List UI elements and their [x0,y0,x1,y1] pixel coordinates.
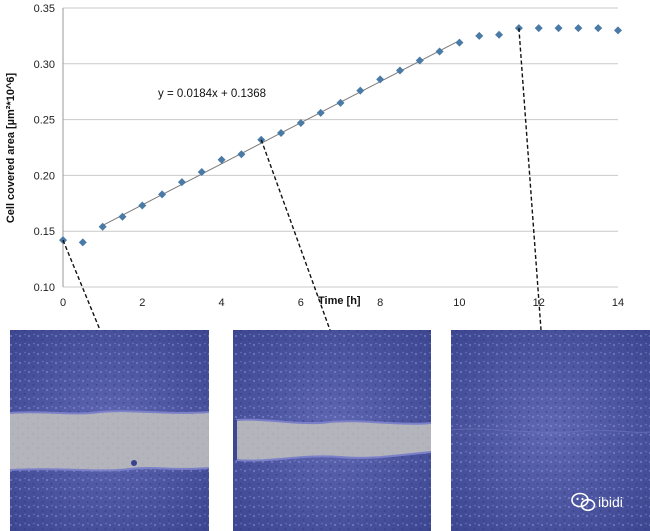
x-tick-label: 14 [612,297,624,309]
x-tick-label: 8 [377,297,383,309]
data-point [138,201,147,210]
data-point [197,168,206,177]
plot-area: 0.100.150.200.250.300.35 02468101214 y =… [5,3,624,309]
data-point [98,222,107,231]
watermark-text: ibidi [598,494,623,510]
y-axis-title: Cell covered area [µm²*10^6] [5,73,17,224]
data-point [435,47,444,56]
x-tick-label: 10 [453,297,465,309]
data-point [376,75,385,84]
data-point [217,155,226,164]
callout-lines [62,28,542,331]
data-point [316,108,325,117]
watermark: ibidi [571,492,623,512]
data-point [336,98,345,107]
x-tick-label: 0 [60,297,66,309]
x-tick-label: 2 [139,297,145,309]
data-point [455,38,464,47]
trendline-equation: y = 0.0184x + 0.1368 [158,88,266,100]
y-tick-label: 0.15 [34,226,55,238]
micrograph-panel-5h [233,330,432,531]
data-point [78,238,87,247]
micrograph-panel-11-5h [450,330,650,531]
y-tick-label: 0.25 [34,115,55,127]
data-point [177,178,186,187]
micrograph-panels [9,330,650,531]
x-tick-labels: 02468101214 [60,297,624,309]
y-tick-labels: 0.10 0.15 0.20 0.25 0.30 0.35 [34,3,55,294]
data-point [475,31,484,40]
y-tick-label: 0.20 [34,170,55,182]
callout-line [518,28,542,331]
data-point [534,24,543,33]
data-point [415,56,424,65]
data-point [158,190,167,199]
x-tick-label: 4 [219,297,225,309]
y-tick-label: 0.35 [34,3,55,15]
x-tick-label: 6 [298,297,304,309]
data-point [296,118,305,127]
data-point [356,86,365,95]
data-point [237,150,246,159]
y-tick-label: 0.10 [34,282,55,294]
gridlines [62,7,618,288]
data-point [554,24,563,33]
data-point [614,26,622,35]
data-point [495,30,504,39]
y-tick-label: 0.30 [34,59,55,71]
data-point [574,24,583,33]
callout-line [62,239,101,331]
wechat-icon [571,492,596,512]
data-point [277,128,286,137]
data-points [59,24,622,247]
data-point [118,212,127,221]
micrograph-panel-0h [9,330,210,531]
data-point [395,66,404,75]
data-point [594,24,603,33]
callout-line [260,139,331,331]
x-axis-title: Time [h] [318,295,361,307]
